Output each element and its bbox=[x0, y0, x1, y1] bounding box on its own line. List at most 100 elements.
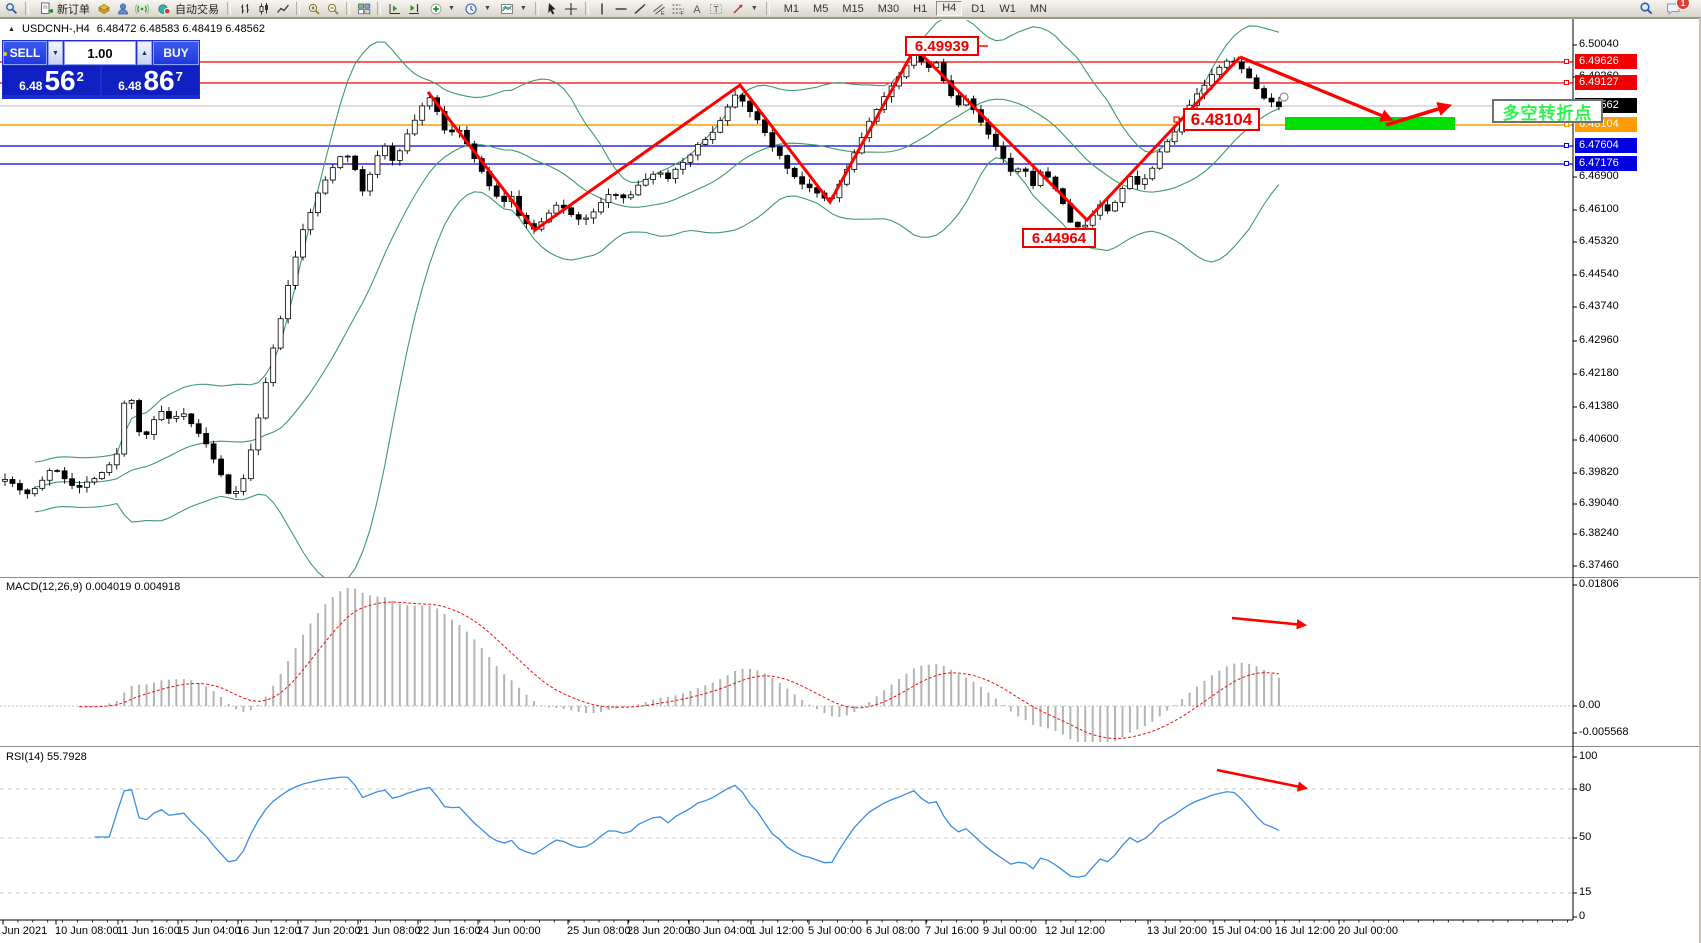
trendline-icon[interactable] bbox=[632, 1, 649, 16]
scroll-to-end-icon[interactable] bbox=[386, 1, 403, 16]
time-tick-label: 22 Jun 16:00 bbox=[417, 925, 481, 937]
axis-tick-label: 100 bbox=[1579, 750, 1598, 762]
toolbar-right-group: 1 bbox=[1638, 0, 1698, 16]
pivot-price-label[interactable]: 6.48104 bbox=[1183, 108, 1260, 131]
panel-handle-icon[interactable] bbox=[3, 52, 7, 56]
axis-tick-label: 0 bbox=[1579, 910, 1586, 922]
candlestick-chart-icon[interactable] bbox=[255, 1, 272, 16]
bar-chart-icon[interactable] bbox=[236, 1, 253, 16]
buy-price-sup: 7 bbox=[175, 69, 183, 84]
collapse-icon[interactable]: ▲ bbox=[8, 25, 15, 33]
swing-low-price-label[interactable]: 6.44964 bbox=[1022, 228, 1096, 248]
crosshair-icon[interactable] bbox=[563, 1, 580, 16]
vertical-line-icon[interactable] bbox=[594, 1, 611, 16]
time-tick-label: 6 Jul 08:00 bbox=[866, 925, 920, 937]
time-tick-label: 1 Jul 12:00 bbox=[750, 925, 804, 937]
axis-tick-label: 6.39040 bbox=[1579, 497, 1619, 509]
axis-tick-label: 6.44540 bbox=[1579, 268, 1619, 280]
indicators-add-button[interactable]: ▼ bbox=[424, 1, 458, 16]
time-tick-label: 10 Jun 08:00 bbox=[55, 925, 119, 937]
separator bbox=[765, 2, 770, 15]
time-tick-label: 30 Jun 04:00 bbox=[688, 925, 752, 937]
buy-price-button[interactable]: 6.48 86 7 bbox=[102, 66, 199, 95]
symbol-info: ▲ USDCNH-,H4 6.48472 6.48583 6.48419 6.4… bbox=[8, 23, 265, 35]
magnifier-icon[interactable] bbox=[3, 1, 20, 16]
periods-button[interactable]: ▼ bbox=[460, 1, 494, 16]
time-tick-label: 21 Jun 08:00 bbox=[357, 925, 421, 937]
arrows-icon bbox=[730, 1, 747, 16]
timeframe-mn[interactable]: MN bbox=[1029, 2, 1047, 15]
autotrade-button[interactable]: 自动交易 bbox=[152, 1, 222, 16]
axis-tick-label: 6.39820 bbox=[1579, 466, 1619, 478]
timeframe-m30[interactable]: M30 bbox=[877, 2, 900, 15]
time-tick-label: 25 Jun 08:00 bbox=[567, 925, 631, 937]
chevron-down-icon: ▼ bbox=[483, 5, 491, 12]
axis-tick-label: 6.45320 bbox=[1579, 235, 1619, 247]
macd-label: MACD(12,26,9) 0.004019 0.004918 bbox=[6, 581, 181, 593]
zoom-out-icon[interactable] bbox=[324, 1, 341, 16]
channel-icon[interactable]: E bbox=[651, 1, 668, 16]
timeframe-w1[interactable]: W1 bbox=[999, 2, 1016, 15]
zoom-in-icon[interactable] bbox=[305, 1, 322, 16]
axis-tick-label: 6.42960 bbox=[1579, 334, 1619, 346]
timeframe-group: M1 M5 M15 M30 H1 H4 D1 W1 MN bbox=[779, 1, 1052, 16]
sell-button[interactable]: SELL bbox=[3, 41, 47, 65]
cursor-icon[interactable] bbox=[544, 1, 561, 16]
timeframe-h4[interactable]: H4 bbox=[936, 1, 963, 16]
separator bbox=[377, 2, 381, 15]
arrows-button[interactable]: ▼ bbox=[727, 1, 761, 16]
templates-icon bbox=[499, 1, 516, 16]
fibonacci-icon[interactable]: F bbox=[670, 1, 687, 16]
timeframe-m5[interactable]: M5 bbox=[813, 2, 829, 15]
timeframe-m15[interactable]: M15 bbox=[842, 2, 864, 15]
buy-button[interactable]: BUY bbox=[153, 41, 199, 65]
search-icon[interactable] bbox=[1638, 1, 1655, 16]
axis-tick-label: 6.37460 bbox=[1579, 559, 1619, 571]
price-line-badge: 6.49626 bbox=[1575, 54, 1637, 69]
tile-windows-icon[interactable] bbox=[355, 1, 372, 16]
time-tick-label: 15 Jun 04:00 bbox=[177, 925, 241, 937]
chart-shift-icon[interactable] bbox=[405, 1, 422, 16]
chat-button[interactable]: 1 bbox=[1665, 0, 1690, 16]
axis-tick-label: 80 bbox=[1579, 782, 1592, 794]
community-icon[interactable] bbox=[114, 1, 131, 16]
timeframe-d1[interactable]: D1 bbox=[971, 2, 986, 15]
chevron-down-icon: ▼ bbox=[448, 5, 455, 12]
text-icon[interactable]: A bbox=[689, 1, 706, 16]
sell-price-button[interactable]: 6.48 56 2 bbox=[3, 66, 100, 95]
time-tick-label: 16 Jun 12:00 bbox=[237, 925, 301, 937]
new-order-icon bbox=[37, 1, 54, 16]
label-icon[interactable]: T bbox=[708, 1, 725, 16]
line-chart-icon[interactable] bbox=[274, 1, 291, 16]
volume-decrease-stepper[interactable]: ▼ bbox=[48, 41, 63, 65]
volume-input[interactable]: 1.00 bbox=[64, 41, 136, 65]
axis-tick-label: 0.01806 bbox=[1579, 578, 1619, 590]
swing-high-price-label[interactable]: 6.49939 bbox=[905, 36, 979, 56]
one-click-trading-panel: SELL ▼ 1.00 ▲ BUY 6.48 56 2 6.48 86 7 bbox=[2, 40, 200, 99]
axis-tick-label: 6.46900 bbox=[1579, 170, 1619, 182]
signal-icon[interactable] bbox=[133, 1, 150, 16]
horizontal-line-icon[interactable] bbox=[613, 1, 630, 16]
axis-tick-label: 6.43740 bbox=[1579, 300, 1619, 312]
line-end-marker bbox=[1564, 80, 1569, 85]
periods-icon bbox=[463, 1, 480, 16]
timeframe-h1[interactable]: H1 bbox=[913, 2, 928, 15]
symbol-quotes: 6.48472 6.48583 6.48419 6.48562 bbox=[96, 23, 265, 35]
sell-price-sup: 2 bbox=[76, 69, 84, 84]
volume-increase-stepper[interactable]: ▲ bbox=[137, 41, 152, 65]
buy-price-prefix: 6.48 bbox=[118, 78, 142, 93]
line-end-marker bbox=[1564, 143, 1569, 148]
line-end-marker bbox=[1564, 161, 1569, 166]
new-order-button[interactable]: 新订单 bbox=[34, 1, 93, 16]
axis-tick-label: 6.42180 bbox=[1579, 367, 1619, 379]
new-order-label: 新订单 bbox=[57, 3, 90, 16]
package-icon[interactable] bbox=[95, 1, 112, 16]
time-tick-label: 17 Jun 20:00 bbox=[297, 925, 361, 937]
turning-point-note[interactable]: 多空转折点 bbox=[1492, 99, 1603, 123]
rsi-label: RSI(14) 55.7928 bbox=[6, 751, 87, 763]
templates-button[interactable]: ▼ bbox=[496, 1, 530, 16]
timeframe-m1[interactable]: M1 bbox=[783, 2, 800, 15]
time-tick-label: 15 Jul 04:00 bbox=[1212, 925, 1272, 937]
